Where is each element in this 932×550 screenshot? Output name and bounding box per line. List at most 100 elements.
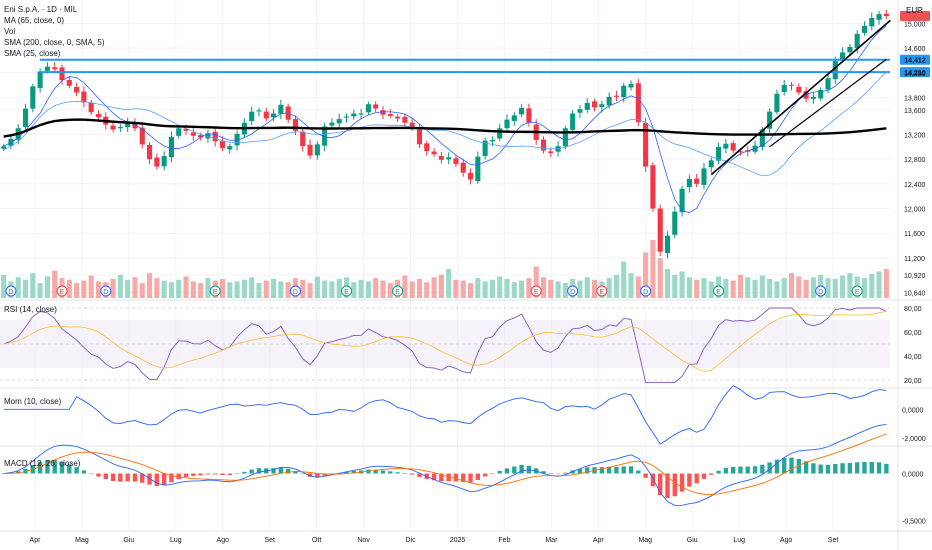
rsi-title[interactable]: RSI (14, close) xyxy=(4,305,57,314)
indicator-ma65[interactable]: MA (65, close, 0) xyxy=(4,16,65,25)
candle-body xyxy=(154,157,160,167)
macd-hist-bar xyxy=(548,473,553,474)
macd-hist-bar xyxy=(803,461,809,474)
macd-hist-bar xyxy=(315,473,320,478)
candle-body xyxy=(628,83,634,88)
candle-body xyxy=(88,102,94,113)
trend-line-inner[interactable] xyxy=(769,58,887,148)
level-tag-0[interactable] xyxy=(900,54,930,65)
macd-hist-bar xyxy=(541,471,546,474)
event-marker-4[interactable] xyxy=(289,285,301,297)
volume-bar xyxy=(241,279,247,298)
level-tag-1[interactable] xyxy=(900,67,930,78)
volume-bar xyxy=(861,278,868,298)
macd-hist-bar xyxy=(833,463,838,474)
volume-bar xyxy=(694,279,700,298)
event-marker-3[interactable] xyxy=(209,285,221,297)
candle-body xyxy=(781,85,787,92)
macd-hist-bar xyxy=(468,473,473,483)
candle-body xyxy=(176,128,182,136)
macd-hist-bar xyxy=(490,473,495,475)
candle-body xyxy=(730,143,736,151)
rsi-tick-1: 60,00 xyxy=(904,330,922,337)
event-marker-6[interactable] xyxy=(392,285,404,297)
indicator-sma200[interactable]: SMA (200, close, 0, SMA, 5) xyxy=(4,38,105,47)
volume-bar xyxy=(883,269,889,298)
volume-bar xyxy=(380,280,386,298)
event-marker-13[interactable] xyxy=(851,285,863,297)
event-marker-9[interactable] xyxy=(596,285,608,297)
macd-hist-bar xyxy=(103,473,108,480)
macd-hist-bar xyxy=(854,462,860,474)
last-price-tag[interactable] xyxy=(900,11,930,22)
currency-label: EUR xyxy=(906,6,923,15)
macd-hist-bar xyxy=(417,473,422,478)
event-marker-label-8: D xyxy=(570,289,575,296)
volume-bar xyxy=(840,275,846,298)
candle-body xyxy=(146,144,153,160)
volume-bar xyxy=(146,273,153,298)
volume-bar xyxy=(657,258,663,298)
macd-hist-bar xyxy=(213,473,218,475)
price-axis[interactable]: 15,000 14,600 14,200 13,800 13,600 13,200 12,8… xyxy=(897,0,926,550)
event-marker-1[interactable] xyxy=(56,285,68,297)
candle-body xyxy=(562,128,568,147)
macd-hist-bar xyxy=(227,473,232,476)
event-marker-8[interactable] xyxy=(567,285,579,297)
time-axis[interactable]: Apr Mag Giu Lug Ago Set Ott Nov Dic 2025 Feb Mar Apr… xyxy=(0,530,932,544)
volume-bar xyxy=(176,279,182,298)
volume-bar xyxy=(643,252,649,298)
candle-body xyxy=(854,33,860,49)
time-label-2: Giu xyxy=(123,537,134,544)
volume-bar xyxy=(365,281,371,298)
macd-hist-bar xyxy=(614,466,619,474)
candle-body xyxy=(424,143,430,152)
candle-body xyxy=(373,104,379,109)
event-marker-5[interactable] xyxy=(341,285,353,297)
event-marker-10[interactable] xyxy=(640,285,652,297)
candle-body xyxy=(380,110,386,115)
macd-hist-bar xyxy=(110,473,116,481)
volume-bar xyxy=(781,278,787,298)
time-label-9: 2025 xyxy=(450,537,466,544)
macd-hist-bar xyxy=(395,472,400,474)
horizontal-levels[interactable]: 14,412 14,210 xyxy=(40,11,930,78)
candle-body xyxy=(818,90,824,99)
macd-hist-bar xyxy=(89,473,94,475)
candle-body xyxy=(66,80,72,86)
volume-bar xyxy=(497,276,503,298)
trend-lines[interactable] xyxy=(710,19,891,176)
macd-title[interactable]: MACD (12, 26, close) xyxy=(4,459,81,468)
volume-bars xyxy=(1,240,889,298)
candle-body xyxy=(74,86,80,93)
trend-line-support[interactable] xyxy=(710,19,891,176)
symbol-title: Eni S.p.A. · 1D · MIL xyxy=(4,5,78,14)
volume-bar xyxy=(190,281,196,298)
event-marker-0[interactable] xyxy=(5,285,17,297)
volume-bar xyxy=(723,278,729,298)
event-marker-12[interactable] xyxy=(815,285,827,297)
volume-bar xyxy=(533,266,539,298)
candle-body xyxy=(635,83,641,123)
price-tick-12: 10,640 xyxy=(904,290,926,297)
event-marker-7[interactable] xyxy=(530,285,542,297)
volume-bar xyxy=(234,281,240,298)
time-label-5: Set xyxy=(264,537,275,544)
price-tick-6: 12,800 xyxy=(904,157,926,164)
indicator-vol[interactable]: Vol xyxy=(4,27,16,36)
macd-hist-bar xyxy=(118,473,123,482)
candle-body xyxy=(679,188,685,213)
event-marker-11[interactable] xyxy=(713,285,725,297)
candle-body xyxy=(351,113,357,117)
macd-hist-bar xyxy=(183,473,189,478)
macd-hist-bar xyxy=(672,473,677,497)
candle-body xyxy=(577,109,583,113)
volume-bar xyxy=(219,278,226,298)
macd-hist-bar xyxy=(862,462,867,474)
indicator-sma25[interactable]: SMA (25, close) xyxy=(4,49,61,58)
event-marker-2[interactable] xyxy=(100,285,112,297)
macd-hist-bar xyxy=(52,459,57,474)
mom-title[interactable]: Mom (10, close) xyxy=(4,397,62,406)
